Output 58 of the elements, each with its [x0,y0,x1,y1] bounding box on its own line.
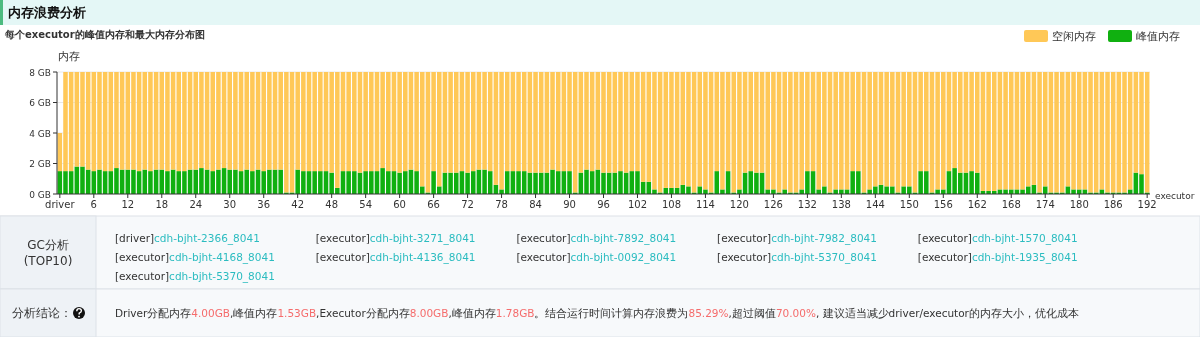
text: [executor]cdh-bjht-7892_8041 [516,232,677,245]
x-tick-label: 120 [729,199,749,210]
x-tick-label: 156 [933,199,953,210]
x-tick-label: 48 [325,199,339,210]
text: [executor]cdh-bjht-5370_8041 [717,251,877,264]
x-tick-label: 168 [1001,199,1021,210]
y-tick-label: 8 GB [29,67,51,78]
text: [driver]cdh-bjht-2366_8041 [115,232,260,245]
x-tick-label: 174 [1035,199,1055,210]
y-axis-title: 内存 [58,50,80,63]
text: 分析结论： [12,306,72,320]
x-tick-label: 36 [257,199,271,210]
x-tick-label: 192 [1137,199,1157,210]
x-tick-label: 66 [427,199,440,210]
x-tick-label: 78 [495,199,508,210]
x-tick-label: 6 [90,199,97,210]
y-tick-label: 0 GB [29,189,51,200]
x-tick-label: 186 [1103,199,1123,210]
x-tick-label: 72 [461,199,474,210]
text: Driver分配内存4.00GB,峰值内存1.53GB,Executor分配内存8.00GB,峰值内存1.78GB。结合运行时间计算内存浪费为85.29%,超过阈值70.00%, 建议适当减少driver/executor的内存大小，优化成本 [115,307,1079,319]
text: [executor]cdh-bjht-5370_8041 [115,270,275,283]
text: GC分析 (TOP10) [23,237,73,268]
legend-label: 空闲内存 [1052,30,1096,43]
chart-title: 内存浪费分析 [8,5,86,20]
x-tick-label: 30 [223,199,237,210]
text: [executor]cdh-bjht-1570_8041 [917,232,1078,245]
text: [executor]cdh-bjht-7982_8041 [717,232,877,245]
text: [executor]cdh-bjht-1935_8041 [917,251,1078,264]
x-tick-label: 126 [763,199,783,210]
legend-label: 峰值内存 [1136,30,1180,43]
x-tick-label: 60 [393,199,406,210]
x-tick-label: 138 [831,199,851,210]
x-tick-label: 180 [1069,199,1089,210]
y-tick-label: 2 GB [29,159,51,169]
x-tick-label: 114 [695,199,715,210]
x-axis-title: executor [1155,191,1195,201]
text: [executor]cdh-bjht-4136_8041 [315,251,476,264]
x-tick-label: 108 [661,199,682,210]
text: [executor]cdh-bjht-3271_8041 [315,232,476,245]
x-tick-label: 90 [563,199,576,210]
x-tick-label: 132 [797,199,817,210]
y-tick-label: 4 GB [29,128,51,139]
x-tick-label: 84 [529,199,542,210]
x-tick-label: 24 [189,199,203,210]
y-tick-label: 6 GB [29,98,51,108]
text: [executor]cdh-bjht-0092_8041 [516,251,677,264]
x-tick-label: 162 [967,199,987,210]
x-tick-label: 102 [627,199,648,210]
x-tick-label: 144 [865,199,885,210]
x-tick-label: 42 [291,199,305,210]
x-tick-label: 18 [155,199,169,210]
text: [executor]cdh-bjht-4168_8041 [115,251,275,264]
x-tick-label: 54 [359,199,373,210]
x-tick-label: 150 [899,199,919,210]
x-tick-label: 96 [597,199,610,210]
x-tick-label: 12 [121,199,135,210]
x-tick-label: driver [45,199,76,210]
chart-subtitle: 每个executor的峰值内存和最大内存分布图 [4,29,205,40]
